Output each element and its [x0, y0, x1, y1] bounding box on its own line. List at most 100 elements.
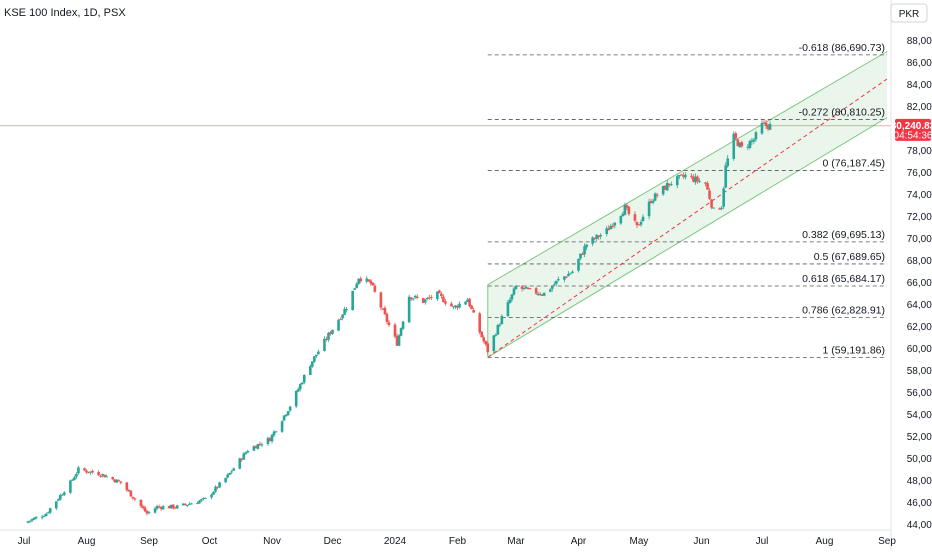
candle-body — [379, 292, 383, 308]
candle-body — [484, 340, 488, 345]
candle-body — [760, 122, 764, 134]
candle-body — [750, 140, 754, 142]
candle-body — [26, 521, 30, 523]
candle-body — [684, 174, 687, 178]
candle-body — [133, 498, 137, 500]
candle-body — [468, 298, 471, 307]
candle-body — [458, 303, 461, 308]
candle-body — [268, 438, 272, 442]
candle-body — [557, 279, 560, 281]
candle-body — [173, 507, 177, 509]
candle-body — [401, 321, 405, 329]
candle-body — [452, 306, 455, 308]
candle-body — [210, 494, 213, 498]
candle-body — [494, 334, 498, 336]
y-tick-label: 72,000.00 — [907, 212, 932, 223]
candle-body — [579, 253, 582, 259]
candle-body — [444, 301, 447, 304]
fib-level-label: 0.618 (65,684.17) — [802, 273, 885, 285]
candle-body — [224, 477, 227, 483]
candle-body — [286, 411, 290, 415]
candle-body — [345, 309, 348, 311]
candle-body — [230, 471, 233, 473]
candle-body — [538, 293, 542, 295]
candle-body — [143, 507, 147, 512]
candle-body — [75, 473, 78, 477]
candle-body — [111, 477, 115, 480]
candle-body — [371, 282, 375, 286]
candle-body — [337, 320, 340, 331]
candle-body — [232, 468, 236, 471]
candle-body — [665, 182, 669, 191]
candle-body — [581, 254, 584, 256]
x-tick-label: Apr — [571, 536, 587, 547]
candle-body — [288, 406, 292, 411]
candle-body — [466, 299, 469, 303]
candle-body — [438, 290, 441, 294]
candle-body — [595, 234, 598, 239]
fib-retracement: -0.618 (86,690.73) -0.272 (80,810.25) 0 (7… — [487, 42, 887, 358]
candle-body — [482, 337, 486, 342]
candle-body — [383, 307, 387, 315]
channel-fill — [487, 51, 887, 358]
candle-body — [607, 228, 611, 231]
fib-level-label: 0.382 (69,695.13) — [802, 229, 885, 241]
candle-body — [500, 316, 504, 325]
candle-body — [397, 335, 401, 346]
chart-title: KSE 100 Index, 1D, PSX — [4, 7, 126, 19]
x-tick-label: Jul — [18, 536, 31, 547]
candle-body — [623, 204, 627, 215]
candle-body — [145, 511, 149, 514]
candle-body — [591, 237, 594, 244]
candle-body — [218, 482, 221, 488]
candle-body — [726, 158, 730, 167]
candle-body — [127, 489, 131, 492]
candle-body — [169, 504, 173, 509]
candle-body — [131, 496, 135, 499]
x-tick-label: Oct — [202, 536, 218, 547]
candle-body — [190, 503, 193, 505]
candle-body — [442, 296, 445, 303]
candle-body — [242, 453, 246, 460]
candle-body — [171, 504, 175, 509]
y-tick-label: 44,000.00 — [907, 520, 932, 531]
candle-body — [198, 500, 201, 504]
candle-body — [621, 213, 625, 217]
candle-body — [512, 288, 516, 295]
candle-body — [32, 517, 36, 520]
candle-body — [54, 501, 58, 509]
candle-body — [694, 176, 697, 183]
candle-body — [294, 390, 298, 407]
candle-body — [113, 479, 117, 483]
candle-body — [355, 283, 358, 289]
candle-body — [411, 298, 415, 300]
candle-body — [159, 507, 163, 509]
candle-body — [548, 289, 552, 292]
candle-body — [510, 294, 514, 300]
candle-body — [597, 235, 600, 238]
candle-body — [385, 313, 389, 322]
candle-body — [341, 314, 344, 319]
candle-body — [508, 299, 512, 303]
candle-body — [387, 322, 391, 326]
candle-body — [655, 194, 659, 196]
candle-body — [240, 458, 244, 460]
candles — [26, 119, 772, 524]
candle-body — [373, 285, 377, 292]
candle-body — [367, 279, 371, 282]
currency-button[interactable]: PKR — [899, 9, 920, 20]
candle-body — [204, 497, 207, 499]
candle-body — [571, 271, 574, 273]
fib-level-label: -0.272 (80,810.25) — [799, 107, 885, 119]
candle-body — [73, 477, 76, 481]
candle-body — [105, 476, 108, 478]
candle-body — [718, 208, 721, 210]
candle-body — [627, 206, 631, 215]
candle-body — [212, 491, 215, 495]
candle-body — [58, 495, 62, 500]
candle-body — [456, 305, 459, 308]
candle-body — [498, 324, 502, 326]
candle-body — [270, 434, 274, 442]
candle-body — [141, 506, 145, 509]
currency-button-box[interactable] — [890, 3, 928, 23]
